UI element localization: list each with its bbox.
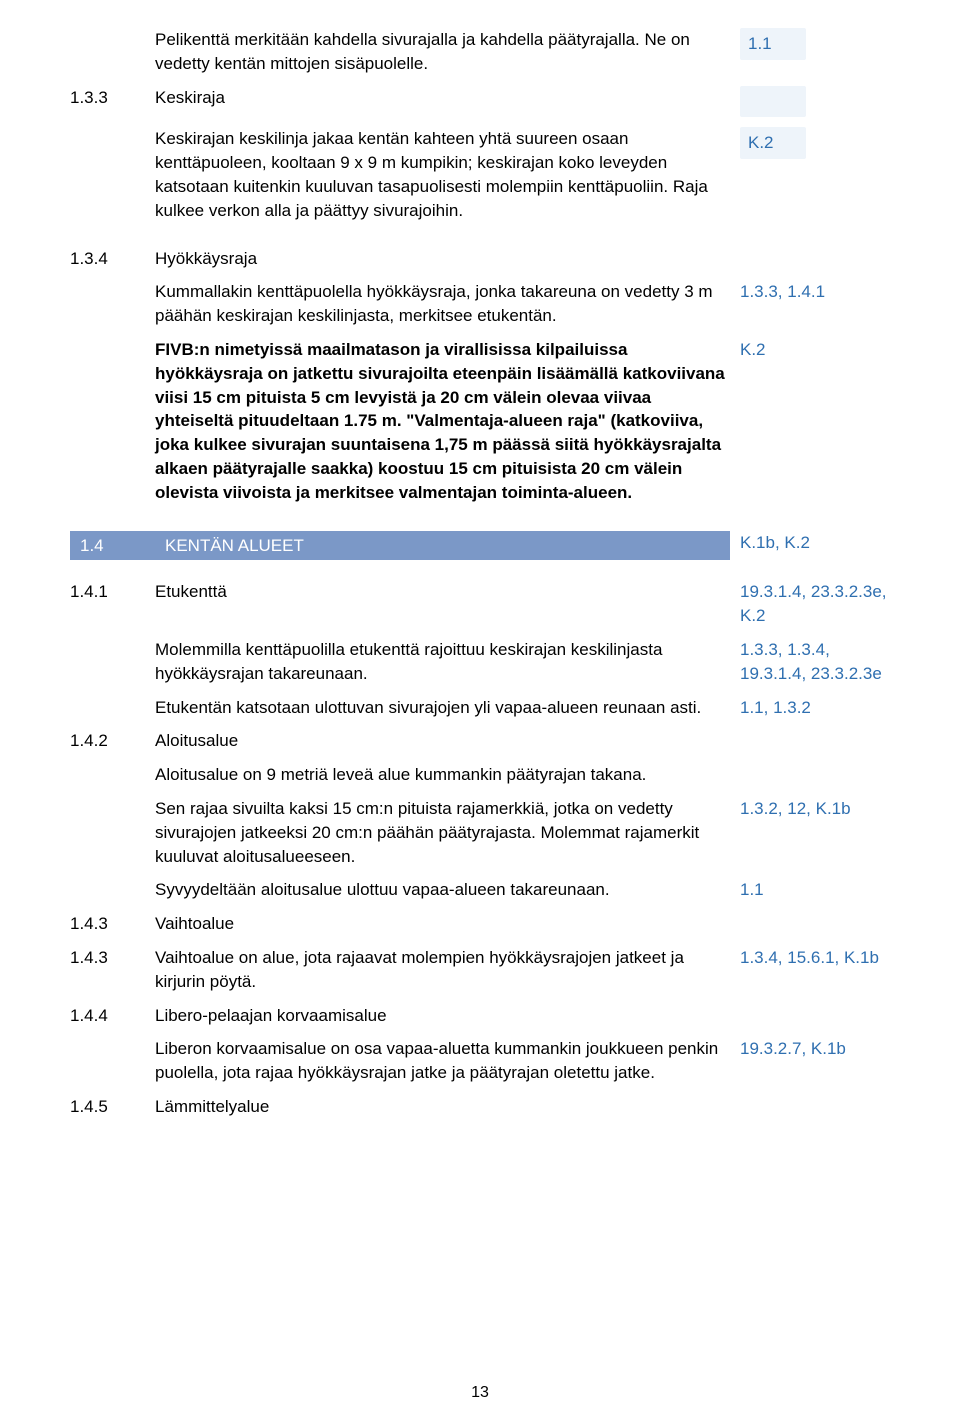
rule-paragraph: Liberon korvaamisalue on osa vapaa-aluet… — [70, 1037, 890, 1085]
section-header: 1.4 KENTÄN ALUEET K.1b, K.2 — [70, 531, 890, 561]
rule-reference: 1.3.3, 1.4.1 — [740, 280, 890, 304]
rule-heading: 1.4.3 Vaihtoalue — [70, 912, 890, 936]
rule-paragraph: Etukentän katsotaan ulottuvan sivurajoje… — [70, 696, 890, 720]
rule-reference: 19.3.2.7, K.1b — [740, 1037, 890, 1061]
rule-number: 1.4.2 — [70, 729, 155, 753]
rule-paragraph: Keskirajan keskilinja jakaa kentän kahte… — [70, 127, 890, 222]
rule-number: 1.3.3 — [70, 86, 155, 110]
rule-body: Vaihtoalue on alue, jota rajaavat molemp… — [155, 946, 740, 994]
rule-reference — [740, 86, 890, 118]
rule-paragraph: Molemmilla kenttäpuolilla etukenttä rajo… — [70, 638, 890, 686]
rule-heading: 1.4.5 Lämmittelyalue — [70, 1095, 890, 1119]
rule-heading: 1.4.2 Aloitusalue — [70, 729, 890, 753]
rule-body: Etukenttä — [155, 580, 740, 604]
rule-reference: K.2 — [740, 338, 890, 362]
section-title-text: KENTÄN ALUEET — [155, 531, 740, 561]
rule-reference: 1.3.3, 1.3.4, 19.3.1.4, 23.3.2.3e — [740, 638, 890, 686]
rule-heading: 1.4.1 Etukenttä 19.3.1.4, 23.3.2.3e, K.2 — [70, 580, 890, 628]
rule-paragraph-bold: FIVB:n nimetyissä maailmatason ja virall… — [70, 338, 890, 505]
rule-number: 1.3.4 — [70, 247, 155, 271]
rule-number: 1.4.3 — [70, 912, 155, 936]
rule-paragraph: Sen rajaa sivuilta kaksi 15 cm:n pituist… — [70, 797, 890, 868]
rule-reference: K.2 — [740, 127, 890, 159]
page-number: 13 — [0, 1384, 960, 1402]
rule-body: Liberon korvaamisalue on osa vapaa-aluet… — [155, 1037, 740, 1085]
rule-body: Aloitusalue on 9 metriä leveä alue kumma… — [155, 763, 740, 787]
reference-badge: K.2 — [740, 127, 806, 159]
rule-number: 1.4.5 — [70, 1095, 155, 1119]
rule-body: FIVB:n nimetyissä maailmatason ja virall… — [155, 338, 740, 505]
rule-heading: 1.3.4 Hyökkäysraja — [70, 247, 890, 271]
document-page: Pelikenttä merkitään kahdella sivurajall… — [0, 0, 960, 1422]
section-number: 1.4 — [70, 531, 155, 561]
section-number-badge: 1.4 — [70, 531, 155, 561]
rule-heading: 1.4.4 Libero-pelaajan korvaamisalue — [70, 1004, 890, 1028]
reference-badge: 1.1 — [740, 28, 806, 60]
rule-paragraph: 1.4.3 Vaihtoalue on alue, jota rajaavat … — [70, 946, 890, 994]
rule-paragraph: Aloitusalue on 9 metriä leveä alue kumma… — [70, 763, 890, 787]
rule-body: Hyökkäysraja — [155, 247, 740, 271]
rule-body: Sen rajaa sivuilta kaksi 15 cm:n pituist… — [155, 797, 740, 868]
rule-reference: 1.3.2, 12, K.1b — [740, 797, 890, 821]
section-title-badge: KENTÄN ALUEET — [155, 531, 730, 561]
rule-body: Keskiraja — [155, 86, 740, 110]
section-reference: K.1b, K.2 — [740, 531, 890, 555]
rule-number: 1.4.4 — [70, 1004, 155, 1028]
rule-heading: 1.3.3 Keskiraja — [70, 86, 890, 118]
rule-body: Etukentän katsotaan ulottuvan sivurajoje… — [155, 696, 740, 720]
rule-body: Molemmilla kenttäpuolilla etukenttä rajo… — [155, 638, 740, 686]
rule-number: 1.4.3 — [70, 946, 155, 970]
rule-body: Vaihtoalue — [155, 912, 740, 936]
rule-number: 1.4.1 — [70, 580, 155, 604]
reference-badge — [740, 86, 806, 118]
rule-body: Lämmittelyalue — [155, 1095, 740, 1119]
rule-reference: 1.1 — [740, 28, 890, 60]
rule-paragraph: Kummallakin kenttäpuolella hyökkäysraja,… — [70, 280, 890, 328]
rule-reference: 1.1, 1.3.2 — [740, 696, 890, 720]
rule-body: Keskirajan keskilinja jakaa kentän kahte… — [155, 127, 740, 222]
rule-reference: 1.3.4, 15.6.1, K.1b — [740, 946, 890, 970]
rule-paragraph: Pelikenttä merkitään kahdella sivurajall… — [70, 28, 890, 76]
rule-body: Libero-pelaajan korvaamisalue — [155, 1004, 740, 1028]
rule-body: Syvyydeltään aloitusalue ulottuu vapaa-a… — [155, 878, 740, 902]
rule-reference: 19.3.1.4, 23.3.2.3e, K.2 — [740, 580, 890, 628]
rule-body: Pelikenttä merkitään kahdella sivurajall… — [155, 28, 740, 76]
rule-body: Aloitusalue — [155, 729, 740, 753]
rule-body: Kummallakin kenttäpuolella hyökkäysraja,… — [155, 280, 740, 328]
rule-reference: 1.1 — [740, 878, 890, 902]
rule-paragraph: Syvyydeltään aloitusalue ulottuu vapaa-a… — [70, 878, 890, 902]
